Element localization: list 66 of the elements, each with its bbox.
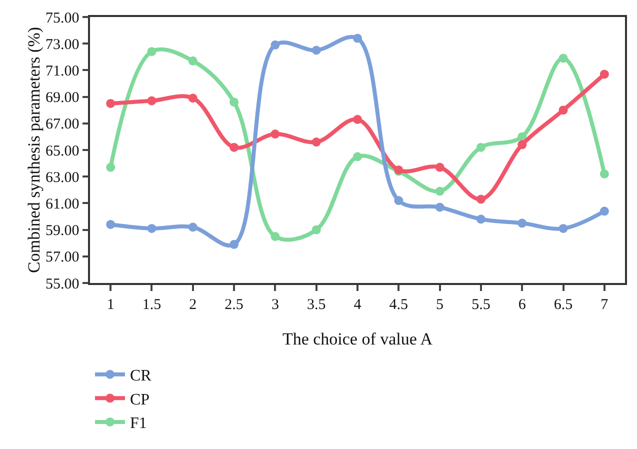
point bbox=[353, 114, 362, 124]
point bbox=[435, 186, 444, 196]
y-axis-title: Combined synthesis parameters (%) bbox=[24, 27, 44, 273]
x-tick-label: 1.5 bbox=[142, 296, 162, 313]
point bbox=[476, 142, 486, 152]
x-tick-label: 4 bbox=[354, 296, 362, 313]
y-tick-label: 69.00 bbox=[46, 90, 80, 106]
point bbox=[230, 142, 239, 152]
point bbox=[518, 218, 527, 228]
point bbox=[353, 34, 362, 43]
point bbox=[188, 94, 198, 103]
y-tick-label: 63.00 bbox=[46, 170, 80, 186]
point bbox=[558, 106, 568, 115]
point bbox=[270, 40, 280, 50]
point bbox=[188, 222, 198, 232]
x-tick-label: 2.5 bbox=[224, 296, 244, 313]
point bbox=[558, 54, 568, 63]
point bbox=[147, 224, 156, 233]
point bbox=[230, 240, 239, 249]
x-tick-label: 4.5 bbox=[389, 296, 408, 313]
x-tick-label: 6 bbox=[518, 296, 526, 313]
point bbox=[106, 220, 116, 229]
point bbox=[518, 140, 527, 150]
y-tick-label: 65.00 bbox=[46, 143, 80, 160]
point bbox=[435, 202, 444, 212]
point bbox=[476, 194, 486, 204]
legend-label: F1 bbox=[130, 415, 147, 432]
legend-label: CP bbox=[130, 391, 150, 408]
point bbox=[147, 96, 156, 106]
point bbox=[476, 214, 486, 224]
point bbox=[312, 138, 321, 147]
point bbox=[435, 162, 444, 172]
point bbox=[106, 98, 116, 108]
point bbox=[600, 70, 609, 79]
y-tick-label: 57.00 bbox=[46, 250, 80, 266]
point bbox=[600, 169, 609, 178]
point bbox=[312, 225, 321, 234]
x-tick-label: 5 bbox=[436, 296, 444, 313]
y-tick-label: 73.00 bbox=[46, 36, 80, 53]
x-axis-title: The choice of value A bbox=[282, 330, 434, 348]
y-tick-label: 67.00 bbox=[46, 116, 80, 133]
point bbox=[353, 152, 362, 162]
point bbox=[558, 224, 568, 233]
x-tick-label: 3.5 bbox=[306, 296, 326, 313]
y-tick-label: 61.00 bbox=[46, 196, 80, 212]
point bbox=[230, 98, 239, 107]
x-tick-label: 5.5 bbox=[472, 296, 490, 313]
point bbox=[312, 46, 321, 55]
x-tick-label: 6.5 bbox=[554, 296, 573, 313]
point bbox=[600, 206, 609, 216]
point bbox=[188, 56, 198, 66]
x-tick-label: 3 bbox=[271, 296, 279, 313]
y-tick-label: 71.00 bbox=[46, 63, 80, 80]
point bbox=[270, 130, 280, 139]
point bbox=[106, 162, 116, 172]
y-tick-label: 75.00 bbox=[46, 10, 80, 26]
y-tick-label: 55.00 bbox=[46, 276, 80, 292]
point bbox=[518, 132, 527, 142]
x-tick-label: 2 bbox=[189, 296, 197, 313]
point bbox=[270, 232, 280, 241]
x-tick-label: 1 bbox=[106, 296, 114, 313]
point bbox=[147, 47, 156, 56]
point bbox=[394, 196, 404, 206]
legend-label: CR bbox=[130, 368, 152, 385]
y-tick-label: 59.00 bbox=[46, 223, 80, 240]
x-tick-label: 7 bbox=[600, 296, 609, 313]
